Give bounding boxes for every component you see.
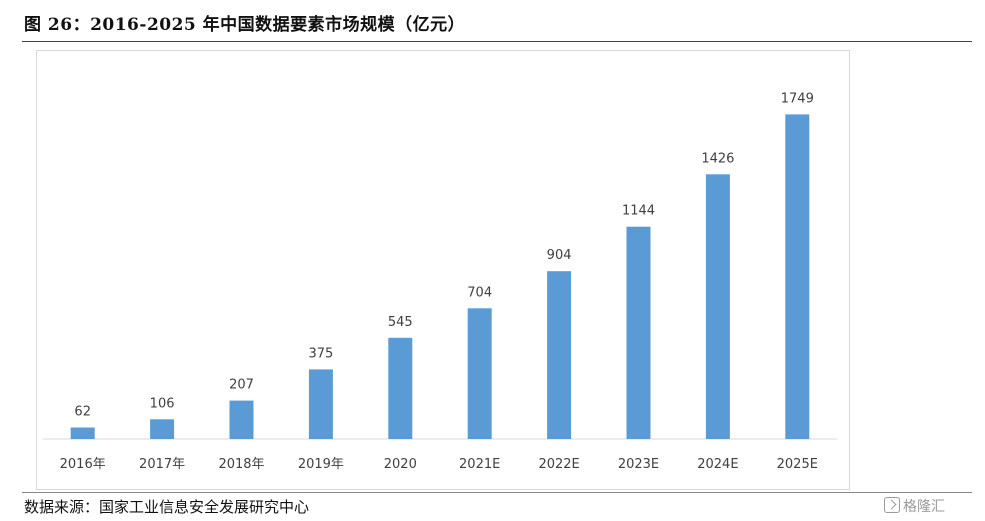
bar: [626, 226, 651, 439]
x-tick-label: 2018年: [218, 457, 264, 472]
source-rule: [22, 492, 972, 493]
bar-series: [70, 114, 810, 440]
watermark-text: 格隆汇: [903, 499, 945, 515]
x-tick-labels: 2016年 2017年 2018年 2019年 2020 2021E 2022E 2023E 2…: [60, 457, 818, 472]
data-label: 106: [150, 396, 175, 411]
bar: [785, 114, 810, 440]
data-label: 545: [388, 315, 413, 330]
x-tick-label: 2021E: [459, 457, 500, 472]
x-tick-label: 2024E: [697, 457, 738, 472]
x-tick-label: 2023E: [618, 457, 659, 472]
chart-area: 62 106 207 375 545 704 904 1144 1426 1749 2016年 20…: [36, 50, 850, 490]
bar: [388, 337, 413, 439]
data-source-note: 数据来源：国家工业信息安全发展研究中心: [24, 498, 310, 516]
figure-title: 图 26：2016-2025 年中国数据要素市场规模（亿元）: [24, 15, 466, 35]
x-tick-label: 2017年: [139, 457, 185, 472]
x-tick-label: 2025E: [777, 457, 818, 472]
x-tick-label: 2016年: [60, 457, 106, 472]
data-label: 1426: [701, 151, 734, 166]
data-label: 62: [74, 405, 91, 420]
data-label: 375: [308, 346, 333, 361]
bar: [547, 271, 572, 439]
bar: [467, 308, 492, 439]
x-tick-label: 2022E: [538, 457, 579, 472]
bar: [705, 174, 730, 440]
bar: [229, 400, 254, 439]
bar: [70, 427, 95, 439]
data-label: 1144: [622, 204, 655, 219]
data-label: 1749: [781, 91, 814, 106]
title-rule: [22, 41, 972, 42]
data-label: 704: [467, 285, 492, 300]
data-label: 904: [547, 248, 572, 263]
bar: [308, 369, 333, 439]
bar: [150, 419, 175, 439]
x-tick-label: 2019年: [298, 457, 344, 472]
data-label: 207: [229, 378, 254, 393]
watermark-logo-icon: [884, 497, 900, 513]
watermark: 格隆汇: [884, 496, 945, 516]
x-tick-label: 2020: [384, 457, 417, 472]
data-labels: 62 106 207 375 545 704 904 1144 1426 1749: [74, 91, 813, 419]
